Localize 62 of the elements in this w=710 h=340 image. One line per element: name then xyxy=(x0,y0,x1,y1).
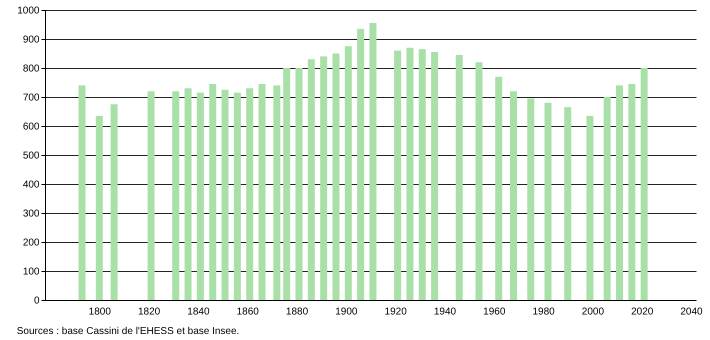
bar xyxy=(344,46,352,300)
bar xyxy=(431,52,438,300)
y-tick-label: 300 xyxy=(22,208,40,220)
bar xyxy=(616,85,624,300)
y-tick-label: 900 xyxy=(22,34,40,46)
bar xyxy=(564,107,572,300)
bar xyxy=(510,91,517,300)
bar xyxy=(184,88,192,300)
x-tick-label: 1800 xyxy=(88,306,112,318)
bar xyxy=(148,91,155,300)
bar xyxy=(283,68,290,300)
bar xyxy=(357,28,364,300)
bar xyxy=(495,76,502,300)
bar xyxy=(209,84,216,300)
bar xyxy=(258,84,266,300)
bar xyxy=(628,84,636,300)
bar xyxy=(320,56,328,300)
bar xyxy=(527,98,534,300)
y-tick-label: 500 xyxy=(22,150,40,162)
bar xyxy=(296,68,303,300)
bar xyxy=(475,62,482,300)
x-tick-label: 1900 xyxy=(335,306,358,318)
bar xyxy=(406,48,414,300)
x-tick-label: 1980 xyxy=(532,306,556,318)
x-tick-label: 1860 xyxy=(236,306,260,318)
y-tick-label: 400 xyxy=(22,180,40,190)
x-tick-label: 1960 xyxy=(483,306,506,318)
x-tick-label: 2000 xyxy=(582,306,604,318)
source-note: Sources : base Cassini de l'EHESS et base Insee. xyxy=(16,326,240,337)
bar xyxy=(332,54,340,300)
bar xyxy=(246,88,254,300)
bar xyxy=(222,90,229,300)
bar xyxy=(273,85,280,300)
x-tick-label: 2040 xyxy=(680,306,704,318)
y-tick-label: 600 xyxy=(22,122,40,132)
bar xyxy=(172,91,180,300)
bar xyxy=(196,92,204,300)
bar xyxy=(110,104,118,300)
bar xyxy=(78,85,86,300)
x-tick-label: 1920 xyxy=(384,306,408,318)
bar xyxy=(394,50,402,300)
x-tick-label: 1940 xyxy=(434,306,457,318)
y-tick-label: 800 xyxy=(22,64,40,74)
bar xyxy=(418,49,426,300)
bar xyxy=(308,59,315,300)
bar xyxy=(96,116,103,300)
bar xyxy=(234,92,241,300)
bar xyxy=(369,23,376,300)
bar xyxy=(456,54,463,300)
bar xyxy=(544,102,552,300)
y-tick-label: 200 xyxy=(22,238,40,248)
bar xyxy=(586,116,594,300)
y-tick-label: 700 xyxy=(22,92,40,104)
y-tick-label: 1000 xyxy=(17,6,40,16)
bar xyxy=(604,97,611,300)
y-tick-label: 100 xyxy=(22,266,40,278)
x-tick-label: 1840 xyxy=(187,306,210,318)
x-tick-label: 1820 xyxy=(138,306,161,318)
x-tick-label: 1880 xyxy=(286,306,309,318)
bar xyxy=(640,68,648,300)
x-tick-label: 2020 xyxy=(631,306,654,318)
y-tick-label: 0 xyxy=(34,296,40,306)
